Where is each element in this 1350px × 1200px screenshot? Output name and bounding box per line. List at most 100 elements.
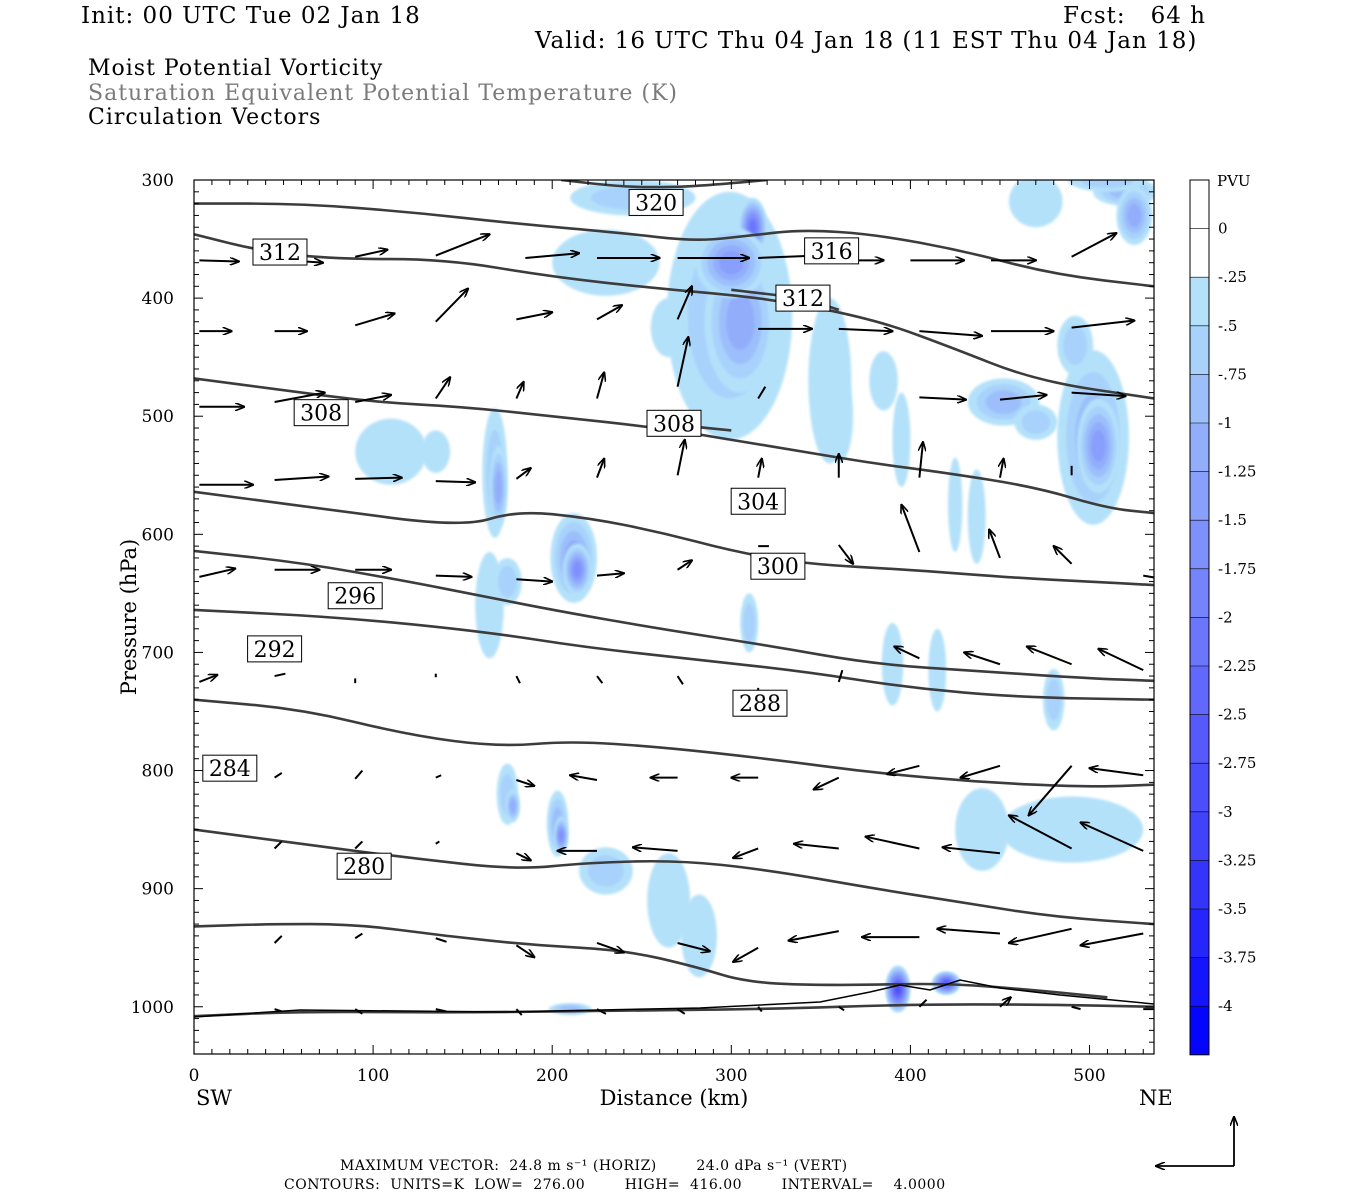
circulation-vectors xyxy=(199,233,1154,1016)
circulation-vector xyxy=(199,569,235,578)
valid-time: Valid: 16 UTC Thu 04 Jan 18 (11 EST Thu … xyxy=(535,28,1198,54)
circulation-vector xyxy=(1009,815,1073,850)
circulation-vector xyxy=(918,998,928,1008)
colorbar-swatch xyxy=(1190,325,1209,375)
x-tick-label: 100 xyxy=(357,1066,389,1086)
pv-region xyxy=(421,430,451,473)
circulation-vector xyxy=(274,1008,283,1013)
colorbar-units: PVU xyxy=(1217,172,1251,190)
pv-region xyxy=(725,293,755,351)
axes: 0 100 200 300 400 500 300 400 500 600 700 800 900 100… xyxy=(117,171,1173,1110)
circulation-vector xyxy=(1081,932,1144,946)
circulation-vector xyxy=(901,505,921,553)
pv-region xyxy=(1021,410,1051,434)
contour-label: 312 xyxy=(782,287,824,312)
y-tick-label: 600 xyxy=(142,525,174,545)
contour-label: 284 xyxy=(209,757,251,782)
field-title-theta-es: Saturation Equivalent Potential Temperat… xyxy=(88,81,678,106)
pv-region xyxy=(647,853,691,948)
circulation-vector xyxy=(1098,649,1144,672)
circulation-vector xyxy=(596,1008,607,1015)
circulation-vector xyxy=(1071,1005,1081,1011)
circulation-vector xyxy=(838,329,893,331)
isentrope-line xyxy=(194,698,1154,788)
circulation-vector xyxy=(515,944,534,957)
pv-region xyxy=(999,796,1144,863)
x-axis-label: Distance (km) xyxy=(600,1086,749,1110)
circulation-vector xyxy=(676,440,685,476)
y-tick-label: 500 xyxy=(142,407,174,427)
pv-region xyxy=(948,457,963,553)
contour-label-box xyxy=(628,188,684,216)
circulation-vector xyxy=(274,772,283,779)
x-tick-label: 0 xyxy=(189,1066,200,1086)
colorbar-label: -2.75 xyxy=(1218,754,1256,772)
contour-labels: 320 316 312 312 308 308 304 300 296 292 288 284 280 xyxy=(202,188,860,880)
colorbar-swatch xyxy=(1190,714,1209,764)
circulation-vector xyxy=(354,840,364,850)
circulation-vector xyxy=(919,330,982,336)
pv-region xyxy=(892,392,911,488)
colorbar-label: 0 xyxy=(1218,220,1228,238)
pv-region xyxy=(650,298,687,358)
y-tick-label: 400 xyxy=(142,289,174,309)
circulation-vector xyxy=(794,844,839,850)
contour-label-box xyxy=(252,238,308,266)
circulation-vector xyxy=(199,260,238,261)
circulation-vector xyxy=(354,250,387,258)
pv-region xyxy=(1008,180,1063,228)
contour-label: 308 xyxy=(653,412,695,437)
circulation-vector xyxy=(354,395,391,404)
y-tick-label: 900 xyxy=(142,880,174,900)
pv-region xyxy=(928,628,947,712)
terrain-line xyxy=(194,979,1154,1018)
colorbar-swatch xyxy=(1190,811,1209,861)
contour-label: 288 xyxy=(739,692,781,717)
colorbar-swatch xyxy=(1190,423,1209,472)
contour-label-box xyxy=(775,284,831,312)
contour-label-box xyxy=(730,487,786,515)
contour-label-box xyxy=(336,852,392,880)
colorbar-label: -1.5 xyxy=(1218,511,1247,529)
pv-region xyxy=(509,799,516,813)
y-tick-label: 300 xyxy=(142,171,174,191)
circulation-vector xyxy=(1071,321,1135,329)
colorbar-label: -.5 xyxy=(1218,317,1237,335)
circulation-vector xyxy=(814,776,840,790)
pv-shading xyxy=(355,180,1154,1016)
circulation-vector xyxy=(676,675,684,685)
contour-label-box xyxy=(327,582,383,610)
circulation-vector xyxy=(515,468,530,480)
contour-label-box xyxy=(247,635,303,663)
circulation-vector xyxy=(435,937,447,943)
circulation-vector xyxy=(733,847,759,857)
circulation-vector xyxy=(838,1005,845,1012)
colorbar-swatch xyxy=(1190,228,1209,278)
contour-label: 316 xyxy=(811,240,853,265)
circulation-vector xyxy=(1143,574,1154,579)
pv-region xyxy=(559,830,564,841)
colorbar-label: -1.75 xyxy=(1218,560,1256,578)
circulation-vector xyxy=(273,840,283,850)
circulation-vector xyxy=(1027,647,1072,666)
pv-region xyxy=(1127,203,1142,228)
circulation-vector xyxy=(274,393,325,404)
pv-region xyxy=(573,562,582,578)
circulation-vector xyxy=(515,1008,523,1016)
circulation-vector xyxy=(354,932,363,940)
pv-region xyxy=(1046,679,1061,721)
circulation-vector xyxy=(596,305,622,321)
circulation-vector xyxy=(676,337,689,387)
field-title-vectors: Circulation Vectors xyxy=(88,105,322,130)
contour-label: 280 xyxy=(343,855,385,880)
circulation-vector xyxy=(1071,393,1126,397)
y-axis-label: Pressure (hPa) xyxy=(117,539,141,695)
circulation-vector xyxy=(435,289,468,323)
x-tick-label: 500 xyxy=(1073,1066,1105,1086)
pv-region xyxy=(743,603,756,643)
circulation-vector xyxy=(1081,823,1144,852)
circulation-vector xyxy=(435,576,472,577)
circulation-vector xyxy=(516,779,534,786)
circulation-vector xyxy=(596,373,604,399)
circulation-vector xyxy=(515,852,530,860)
